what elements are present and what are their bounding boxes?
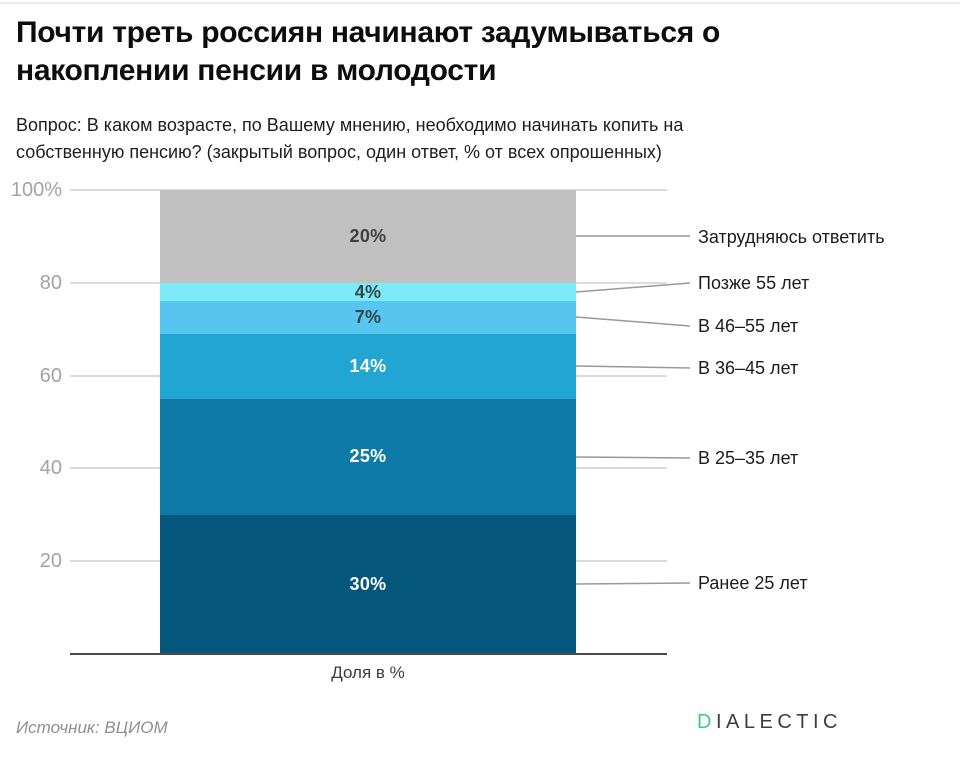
connector-line-36-45: [575, 365, 691, 369]
annotation-36-45: В 36–45 лет: [698, 358, 799, 378]
annotation-no-answer: Затрудняюсь ответить: [698, 227, 885, 247]
connector-line-before-25: [575, 582, 691, 585]
bar-segment-before-25: 30%: [160, 514, 576, 654]
annotation-after-55: Позже 55 лет: [698, 273, 810, 293]
ytick-label-40: 40: [39, 457, 62, 479]
segment-value-label: 20%: [349, 225, 387, 246]
segment-value-label: 30%: [349, 573, 387, 594]
ytick-label-100: 100%: [10, 179, 62, 201]
segment-value-label: 7%: [354, 307, 382, 328]
bar-segment-after-55: 4%: [160, 281, 576, 302]
logo-rest: IALECTIC: [715, 711, 842, 733]
top-divider: [0, 2, 960, 4]
segment-value-label: 4%: [354, 281, 382, 302]
bar-segment-46-55: 7%: [160, 301, 576, 334]
bar-segment-36-45: 14%: [160, 333, 576, 399]
chart-subtitle: Вопрос: В каком возрасте, по Вашему мнен…: [16, 115, 684, 162]
stacked-bar: 20% 4% 7% 14% 25% 30%: [160, 190, 576, 654]
x-axis-title: Доля в %: [331, 663, 405, 682]
annotation-25-35: В 25–35 лет: [698, 448, 799, 468]
ytick-label-80: 80: [39, 272, 62, 294]
connector-line-after-55: [575, 282, 691, 293]
logo-letter-d: D: [697, 711, 716, 733]
source-note: Источник: ВЦИОМ: [16, 718, 168, 737]
ytick-label-20: 20: [39, 550, 62, 572]
segment-value-label: 25%: [349, 446, 387, 467]
ytick-label-60: 60: [39, 365, 62, 387]
annotation-46-55: В 46–55 лет: [698, 316, 799, 336]
bar-segment-25-35: 25%: [160, 398, 576, 515]
x-axis-line: [70, 653, 667, 655]
connector-line-25-35: [575, 456, 691, 459]
chart-title: Почти треть россиян начинают задумыватьс…: [16, 16, 720, 87]
segment-value-label: 14%: [349, 355, 387, 376]
connector-line-46-55: [575, 316, 691, 327]
annotation-before-25: Ранее 25 лет: [698, 573, 808, 593]
dialectic-logo: DIALECTIC: [697, 711, 842, 734]
bar-segment-no-answer: 20%: [160, 190, 576, 283]
